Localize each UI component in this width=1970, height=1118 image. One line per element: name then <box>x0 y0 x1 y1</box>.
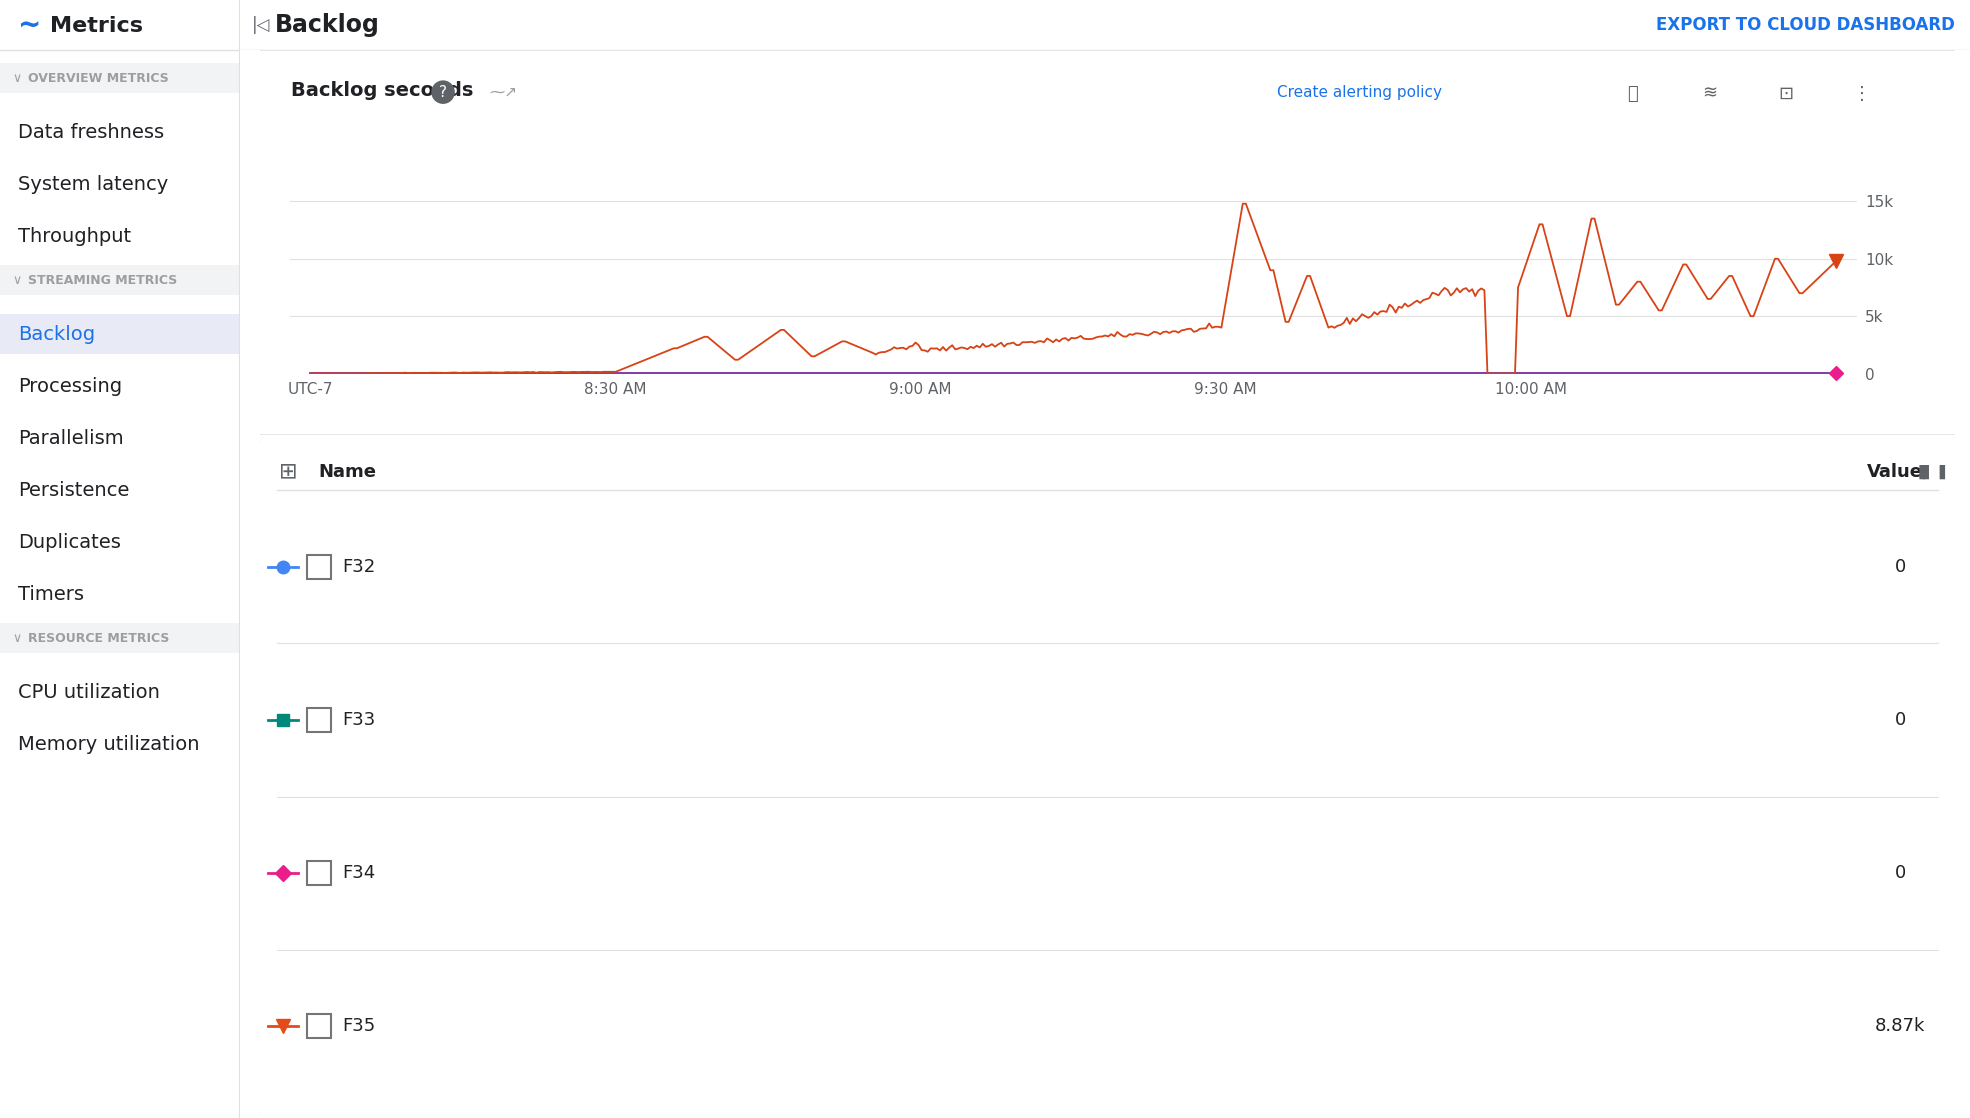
Text: ?: ? <box>439 85 447 100</box>
Text: ∨: ∨ <box>12 275 22 287</box>
FancyBboxPatch shape <box>307 555 331 579</box>
Text: Backlog: Backlog <box>276 13 380 37</box>
Text: Value: Value <box>1868 463 1923 481</box>
Text: Backlog: Backlog <box>18 324 95 343</box>
Text: ⊡: ⊡ <box>1779 85 1793 103</box>
Text: F35: F35 <box>343 1017 374 1035</box>
Bar <box>0 314 240 354</box>
Text: STREAMING METRICS: STREAMING METRICS <box>28 275 177 287</box>
FancyBboxPatch shape <box>307 708 331 732</box>
Text: F32: F32 <box>343 558 374 576</box>
Text: ≋: ≋ <box>1702 85 1716 103</box>
Bar <box>0 265 240 295</box>
Text: System latency: System latency <box>18 174 167 193</box>
Text: Parallelism: Parallelism <box>18 428 124 447</box>
Text: 0: 0 <box>1895 558 1905 576</box>
Text: Processing: Processing <box>18 377 122 396</box>
Text: Metrics: Metrics <box>49 16 144 36</box>
Text: Persistence: Persistence <box>18 481 130 500</box>
Text: Backlog seconds: Backlog seconds <box>290 80 473 100</box>
FancyBboxPatch shape <box>258 439 1956 1114</box>
Bar <box>0 0 240 50</box>
Text: 0: 0 <box>1895 711 1905 729</box>
FancyBboxPatch shape <box>307 861 331 885</box>
Text: 0: 0 <box>1895 864 1905 882</box>
Text: Throughput: Throughput <box>18 227 132 246</box>
Text: RESOURCE METRICS: RESOURCE METRICS <box>28 633 169 645</box>
Text: CPU utilization: CPU utilization <box>18 682 160 701</box>
Text: ∨: ∨ <box>12 633 22 645</box>
Text: ⊞: ⊞ <box>278 462 297 482</box>
Text: Duplicates: Duplicates <box>18 532 120 551</box>
Text: Name: Name <box>317 463 376 481</box>
Text: EXPORT TO CLOUD DASHBOARD: EXPORT TO CLOUD DASHBOARD <box>1657 16 1954 34</box>
FancyBboxPatch shape <box>254 50 1960 435</box>
Text: ∨: ∨ <box>12 73 22 85</box>
Text: Memory utilization: Memory utilization <box>18 735 199 754</box>
FancyBboxPatch shape <box>307 1014 331 1039</box>
Bar <box>0 63 240 93</box>
Text: 8.87k: 8.87k <box>1875 1017 1925 1035</box>
Text: ▐▌▐: ▐▌▐ <box>1915 465 1946 480</box>
Text: Create alerting policy: Create alerting policy <box>1277 85 1442 100</box>
Text: Data freshness: Data freshness <box>18 123 164 142</box>
Text: |◁: |◁ <box>252 16 270 34</box>
Text: ~: ~ <box>18 12 41 40</box>
Text: OVERVIEW METRICS: OVERVIEW METRICS <box>28 73 169 85</box>
Text: ⁓↗: ⁓↗ <box>489 85 516 100</box>
Text: F33: F33 <box>343 711 374 729</box>
Text: Timers: Timers <box>18 585 85 604</box>
Text: 🔍: 🔍 <box>1627 85 1639 103</box>
Text: F34: F34 <box>343 864 374 882</box>
Text: ⋮: ⋮ <box>1852 85 1872 103</box>
Bar <box>0 623 240 653</box>
